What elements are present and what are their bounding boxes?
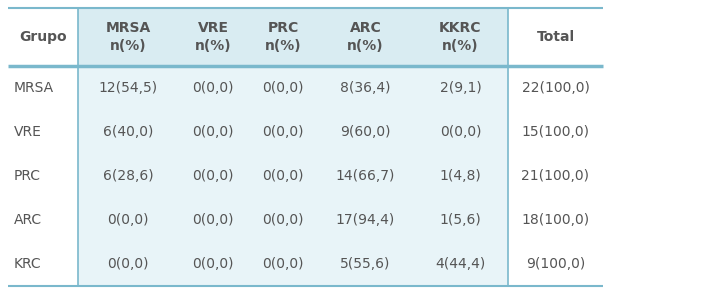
Text: 0(0,0): 0(0,0) [193,169,234,183]
Bar [8,198,78,242]
Text: 6(28,6): 6(28,6) [103,169,154,183]
Text: 0(0,0): 0(0,0) [262,125,304,139]
Bar [178,242,248,286]
Bar [178,66,248,110]
Text: 5(55,6): 5(55,6) [341,257,391,271]
Bar [508,242,603,286]
Bar [318,198,413,242]
Bar [8,66,78,110]
Text: 0(0,0): 0(0,0) [262,257,304,271]
Text: VRE
n(%): VRE n(%) [195,21,232,53]
Bar [508,154,603,198]
Bar [318,154,413,198]
Bar [248,242,318,286]
Text: 0(0,0): 0(0,0) [262,81,304,95]
Text: PRC
n(%): PRC n(%) [265,21,302,53]
Text: 1(5,6): 1(5,6) [440,213,481,227]
Text: 0(0,0): 0(0,0) [193,81,234,95]
Bar [413,8,508,66]
Text: 9(100,0): 9(100,0) [526,257,585,271]
Text: KKRC
n(%): KKRC n(%) [439,21,481,53]
Bar [78,66,178,110]
Text: 0(0,0): 0(0,0) [440,125,481,139]
Bar [8,110,78,154]
Bar [178,110,248,154]
Bar [318,66,413,110]
Bar [8,8,78,66]
Bar [413,110,508,154]
Bar [413,242,508,286]
Bar [8,242,78,286]
Text: KRC: KRC [14,257,42,271]
Bar [248,154,318,198]
Bar [178,198,248,242]
Bar [178,154,248,198]
Bar [318,110,413,154]
Text: ARC
n(%): ARC n(%) [347,21,384,53]
Bar [508,8,603,66]
Text: 12(54,5): 12(54,5) [98,81,158,95]
Bar [78,110,178,154]
Bar [248,66,318,110]
Bar [8,154,78,198]
Bar [413,154,508,198]
Bar [78,198,178,242]
Text: 21(100,0): 21(100,0) [522,169,590,183]
Text: MRSA
n(%): MRSA n(%) [105,21,151,53]
Text: 0(0,0): 0(0,0) [107,213,149,227]
Text: PRC: PRC [14,169,41,183]
Bar [318,242,413,286]
Bar [508,110,603,154]
Text: 1(4,8): 1(4,8) [440,169,481,183]
Text: 0(0,0): 0(0,0) [262,169,304,183]
Text: 6(40,0): 6(40,0) [103,125,153,139]
Text: 14(66,7): 14(66,7) [336,169,395,183]
Bar [78,8,178,66]
Bar [508,66,603,110]
Bar [248,110,318,154]
Text: 2(9,1): 2(9,1) [440,81,481,95]
Text: 0(0,0): 0(0,0) [107,257,149,271]
Bar [508,198,603,242]
Bar [78,154,178,198]
Text: 22(100,0): 22(100,0) [522,81,590,95]
Text: 9(60,0): 9(60,0) [341,125,391,139]
Text: 0(0,0): 0(0,0) [193,213,234,227]
Text: 0(0,0): 0(0,0) [262,213,304,227]
Text: 15(100,0): 15(100,0) [522,125,590,139]
Text: 8(36,4): 8(36,4) [341,81,391,95]
Bar [318,8,413,66]
Text: VRE: VRE [14,125,42,139]
Text: 17(94,4): 17(94,4) [336,213,395,227]
Bar [248,8,318,66]
Text: Total: Total [537,30,575,44]
Bar [78,242,178,286]
Text: 4(44,4): 4(44,4) [435,257,486,271]
Text: MRSA: MRSA [14,81,54,95]
Bar [413,198,508,242]
Text: ARC: ARC [14,213,42,227]
Text: 18(100,0): 18(100,0) [521,213,590,227]
Bar [248,198,318,242]
Text: 0(0,0): 0(0,0) [193,257,234,271]
Bar [178,8,248,66]
Text: Grupo: Grupo [19,30,67,44]
Text: 0(0,0): 0(0,0) [193,125,234,139]
Bar [413,66,508,110]
